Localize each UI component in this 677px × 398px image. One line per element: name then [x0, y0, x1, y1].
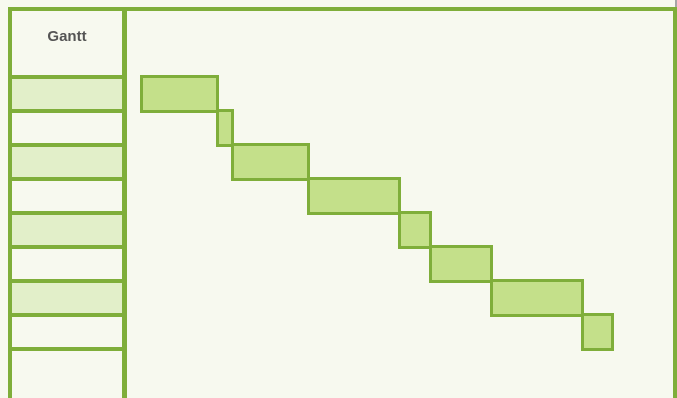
task-row — [8, 313, 127, 351]
task-bar[interactable] — [580, 313, 615, 351]
task-row — [8, 75, 127, 113]
frame-left-border — [8, 7, 12, 398]
task-bar[interactable] — [231, 143, 311, 181]
column-divider — [122, 7, 127, 398]
task-row — [8, 347, 127, 398]
frame-right-border — [673, 7, 677, 398]
task-row — [8, 143, 127, 181]
task-row — [8, 177, 127, 215]
task-row — [8, 211, 127, 249]
task-bar[interactable] — [428, 245, 493, 283]
task-bar[interactable] — [398, 211, 432, 249]
task-bar[interactable] — [216, 109, 235, 147]
task-bar[interactable] — [140, 75, 219, 113]
gantt-header-label: Gantt — [47, 28, 87, 45]
task-bar[interactable] — [307, 177, 402, 215]
frame-top-border — [8, 7, 677, 11]
task-row — [8, 109, 127, 147]
task-row — [8, 245, 127, 283]
task-bar[interactable] — [489, 279, 584, 317]
task-row — [8, 279, 127, 317]
